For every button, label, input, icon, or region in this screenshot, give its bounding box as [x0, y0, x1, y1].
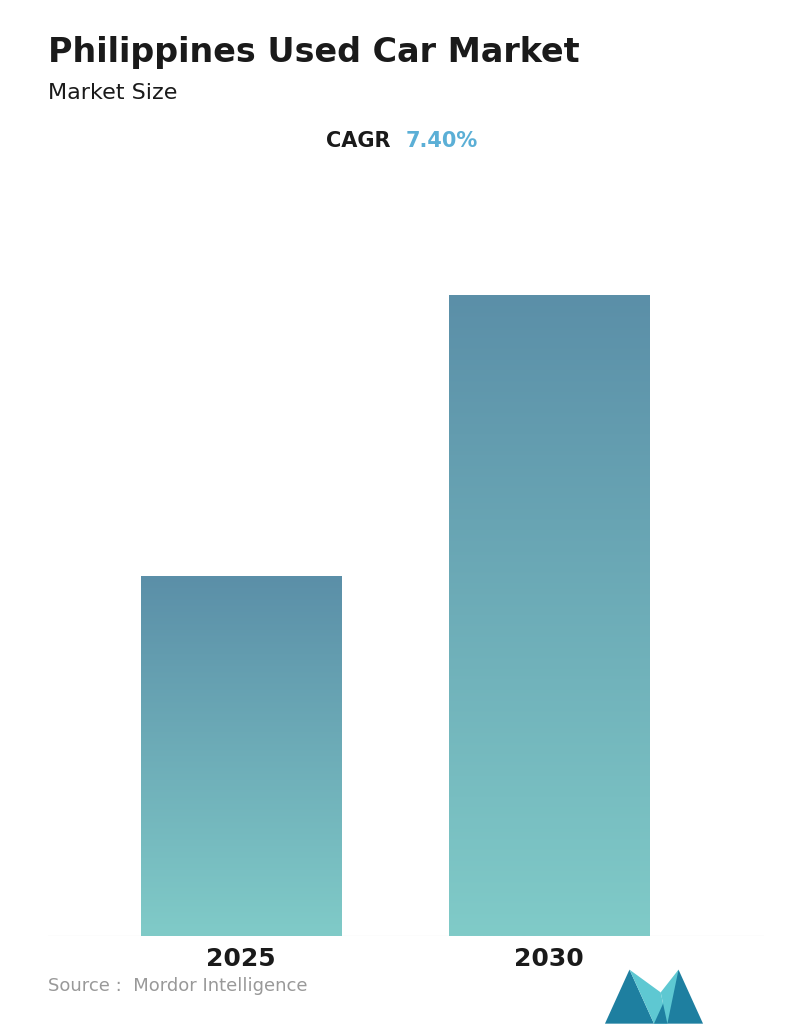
Text: CAGR: CAGR [326, 131, 390, 151]
Text: Philippines Used Car Market: Philippines Used Car Market [48, 36, 579, 69]
Polygon shape [630, 970, 667, 1024]
Text: Source :  Mordor Intelligence: Source : Mordor Intelligence [48, 977, 307, 995]
Polygon shape [661, 970, 678, 1024]
Text: 7.40%: 7.40% [406, 131, 478, 151]
Text: Market Size: Market Size [48, 83, 178, 102]
Polygon shape [605, 970, 654, 1024]
Polygon shape [654, 970, 703, 1024]
